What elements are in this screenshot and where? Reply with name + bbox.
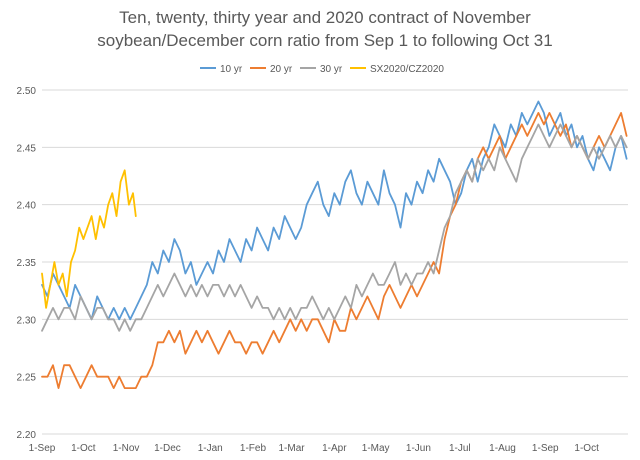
legend-label: 30 yr [320,64,343,75]
y-tick-label: 2.40 [17,201,37,212]
x-tick-label: 1-Sep [29,443,56,454]
y-tick-label: 2.25 [17,373,37,384]
x-tick-label: 1-May [362,443,390,454]
legend-label: 20 yr [270,64,293,75]
legend-label: 10 yr [220,64,243,75]
legend-item: 10 yr [200,64,243,75]
legend-item: 20 yr [250,64,293,75]
x-tick-label: 1-Apr [322,443,347,454]
y-tick-label: 2.35 [17,258,37,269]
y-tick-label: 2.45 [17,143,37,154]
y-tick-label: 2.50 [17,86,37,97]
x-tick-label: 1-Oct [574,443,599,454]
chart-title-line-2: soybean/December corn ratio from Sep 1 t… [97,31,552,50]
chart-title: Ten, twenty, thirty year and 2020 contra… [97,8,552,50]
plot-area [41,100,628,389]
legend: 10 yr 20 yr 30 yr SX2020/CZ2020 [200,64,444,75]
series-line-10-yr [41,100,628,321]
series-line-30-yr [41,123,628,332]
legend-item: 30 yr [300,64,343,75]
series-line-sx2020-cz2020 [41,169,137,309]
x-tick-label: 1-Jun [406,443,431,454]
x-tick-label: 1-Jul [449,443,471,454]
x-tick-label: 1-Mar [279,443,306,454]
x-tick-label: 1-Feb [240,443,267,454]
x-tick-label: 1-Aug [489,443,516,454]
x-tick-label: 1-Jan [198,443,223,454]
y-tick-label: 2.30 [17,315,37,326]
gridlines [42,89,628,435]
legend-item: SX2020/CZ2020 [350,64,444,75]
chart-title-line-1: Ten, twenty, thirty year and 2020 contra… [119,8,531,27]
y-tick-label: 2.20 [17,430,37,441]
legend-label: SX2020/CZ2020 [370,64,444,75]
y-axis-ticks: 2.20 2.25 2.30 2.35 2.40 2.45 2.50 [17,86,37,441]
x-tick-label: 1-Oct [71,443,96,454]
x-tick-label: 1-Nov [113,443,140,454]
x-axis-ticks: 1-Sep 1-Oct 1-Nov 1-Dec 1-Jan 1-Feb 1-Mar 1-Apr… [29,443,599,454]
series-line-20-yr [41,112,628,389]
x-tick-label: 1-Sep [532,443,559,454]
x-tick-label: 1-Dec [154,443,181,454]
